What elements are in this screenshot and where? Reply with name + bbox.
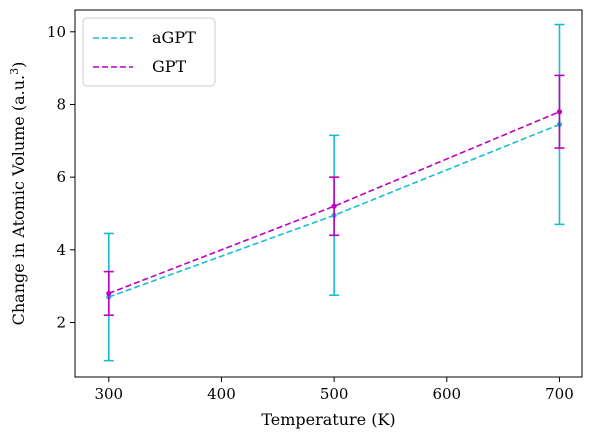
legend-box [82, 17, 216, 87]
axis-ticks: 300 400 500 600 700 2 4 6 8 10 [47, 23, 574, 403]
x-tick-label: 400 [207, 385, 236, 403]
y-tick-label: 2 [56, 313, 66, 331]
x-axis-label: Temperature (K) [261, 410, 395, 429]
legend: aGPT GPT [82, 17, 216, 87]
x-tick-label: 300 [94, 385, 123, 403]
legend-label-agpt: aGPT [152, 28, 196, 47]
legend-label-gpt: GPT [152, 57, 187, 76]
data-point-gpt-1 [331, 203, 337, 209]
y-tick-label: 8 [56, 95, 66, 113]
plot-area [103, 23, 565, 362]
x-tick-label: 500 [320, 385, 349, 403]
y-tick-label: 10 [47, 23, 66, 41]
data-point-gpt-0 [106, 290, 112, 297]
y-tick-label: 4 [56, 241, 66, 259]
x-tick-label: 700 [545, 385, 574, 403]
axes-frame [74, 9, 583, 378]
y-axis-label: Change in Atomic Volume (a.u.3) [8, 62, 28, 326]
y-tick-label: 6 [56, 168, 66, 186]
x-tick-label: 600 [432, 385, 461, 403]
data-point-gpt-2 [556, 109, 563, 115]
